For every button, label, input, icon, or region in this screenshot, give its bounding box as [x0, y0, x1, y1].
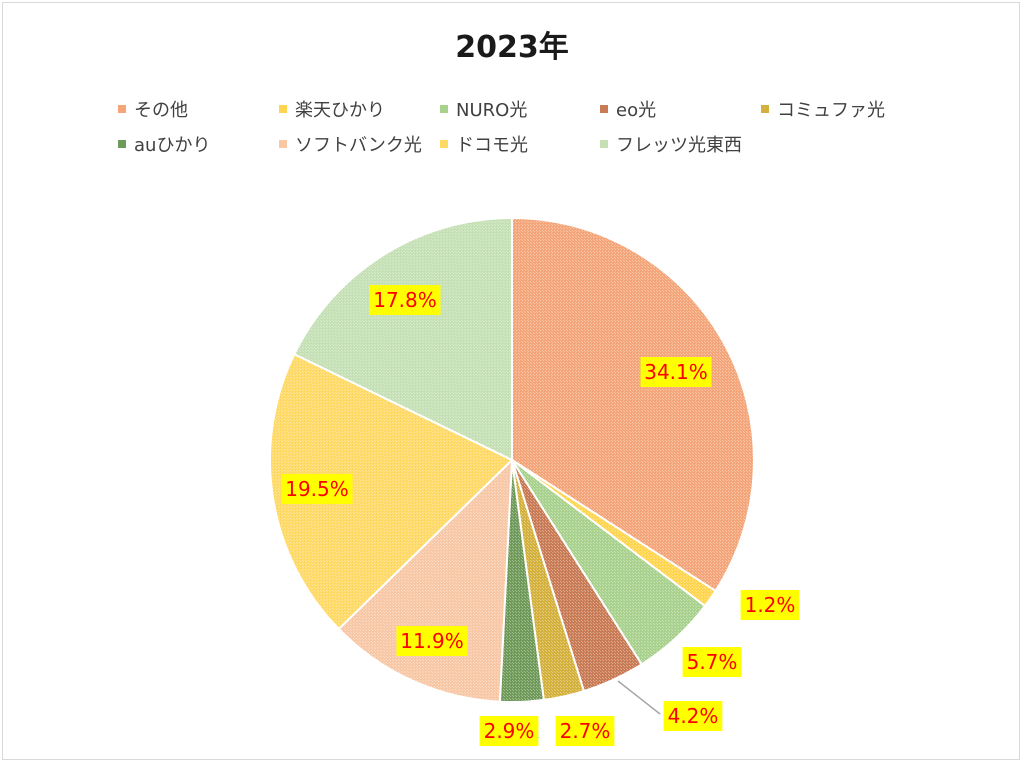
pie-slice-texture [512, 460, 584, 700]
legend-item-au: auひかり [118, 131, 210, 157]
legend-label: auひかり [134, 135, 211, 156]
data-label-background [396, 626, 468, 656]
data-label-text: 1.2% [745, 593, 796, 617]
legend-label: eo光 [616, 100, 657, 121]
data-label-text: 4.2% [668, 704, 719, 728]
data-label: 4.2% [663, 701, 723, 731]
pie-slice-texture [499, 460, 544, 702]
legend-swatch [600, 140, 608, 148]
legend-label: その他 [134, 100, 188, 121]
pie-slice-texture [512, 460, 706, 665]
pie-slice-texture [512, 460, 716, 606]
legend-item-eo: eo光 [600, 96, 656, 122]
pie-slice-texture [512, 460, 642, 692]
legend-item-rakuten: 楽天ひかり [279, 96, 385, 122]
data-label-text: 34.1% [644, 360, 708, 384]
data-label: 1.2% [740, 590, 800, 620]
legend-swatch [761, 105, 769, 113]
data-label: 5.7% [682, 647, 742, 677]
legend-label: フレッツ光東西 [616, 135, 742, 156]
data-label-text: 19.5% [285, 477, 349, 501]
data-label-text: 2.7% [560, 719, 611, 743]
legend-swatch [440, 140, 448, 148]
chart-title: 2023年 [455, 30, 569, 65]
data-label-text: 5.7% [687, 650, 738, 674]
data-label-background [369, 285, 441, 315]
data-label-text: 11.9% [400, 629, 464, 653]
legend-label: ソフトバンク光 [295, 135, 422, 156]
legend-swatch [600, 105, 608, 113]
data-label-text: 2.9% [484, 719, 535, 743]
data-label: 11.9% [396, 626, 468, 656]
legend-item-commufa: コミュファ光 [761, 96, 885, 122]
legend-label: 楽天ひかり [295, 100, 385, 121]
legend-item-nuro: NURO光 [440, 96, 527, 122]
pie-slice-texture [338, 460, 512, 702]
legend-item-docomo: ドコモ光 [440, 131, 528, 157]
data-label: 2.9% [479, 716, 539, 746]
leader-line [617, 680, 661, 715]
legend-label: NURO光 [456, 100, 528, 121]
legend-swatch [440, 105, 448, 113]
data-label-background [663, 701, 723, 731]
data-label-background [479, 716, 539, 746]
data-label-text: 17.8% [373, 288, 437, 312]
pie-slice-texture [512, 218, 754, 591]
legend-swatch [118, 140, 126, 148]
legend-label: コミュファ光 [777, 100, 885, 121]
legend-label: ドコモ光 [456, 135, 528, 156]
data-label-background [281, 474, 353, 504]
data-label: 17.8% [369, 285, 441, 315]
legend-item-flets: フレッツ光東西 [600, 131, 742, 157]
data-label-background [682, 647, 742, 677]
legend-item-sonota: その他 [118, 96, 188, 122]
pie-slice-texture [294, 218, 512, 460]
legend-swatch [279, 140, 287, 148]
legend-swatch [118, 105, 126, 113]
data-label: 34.1% [640, 357, 712, 387]
data-label-background [640, 357, 712, 387]
legend-item-softbank: ソフトバンク光 [279, 131, 422, 157]
pie-slice-texture [270, 354, 512, 629]
data-label: 19.5% [281, 474, 353, 504]
legend-swatch [279, 105, 287, 113]
data-label: 2.7% [555, 716, 615, 746]
data-label-background [740, 590, 800, 620]
data-label-background [555, 716, 615, 746]
